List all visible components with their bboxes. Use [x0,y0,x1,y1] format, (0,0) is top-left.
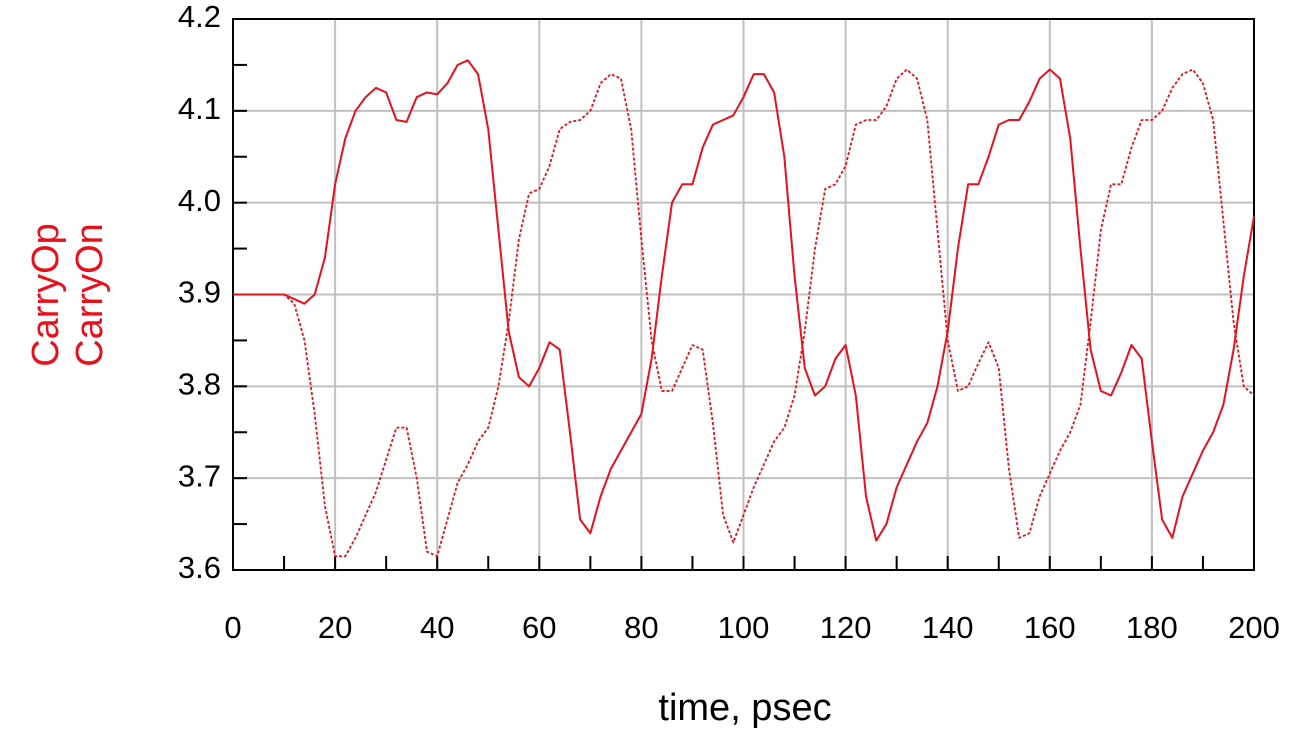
y-tick-label: 4.2 [178,0,221,34]
x-tick-label: 100 [718,610,770,645]
y-axis-label: CarryOn [69,223,111,367]
x-tick-label: 200 [1228,610,1280,645]
y-tick-label: 4.1 [178,91,221,126]
y-tick-label: 3.6 [178,550,221,585]
x-tick-label: 0 [224,610,241,645]
y-tick-label: 3.9 [178,275,221,310]
x-tick-label: 140 [922,610,974,645]
x-tick-label: 20 [318,610,352,645]
x-tick-label: 80 [624,610,658,645]
x-tick-label: 40 [420,610,454,645]
x-tick-label: 120 [820,610,872,645]
y-tick-label: 3.7 [178,458,221,493]
x-tick-label: 180 [1126,610,1178,645]
x-tick-label: 60 [522,610,556,645]
x-tick-label: 160 [1024,610,1076,645]
series-line [233,59,1255,542]
y-tick-label: 4.0 [178,183,221,218]
series-line [233,68,1255,558]
x-axis-label: time, psec [658,687,831,729]
y-axis-label: CarryOp [25,223,67,367]
y-tick-label: 3.8 [178,367,221,402]
